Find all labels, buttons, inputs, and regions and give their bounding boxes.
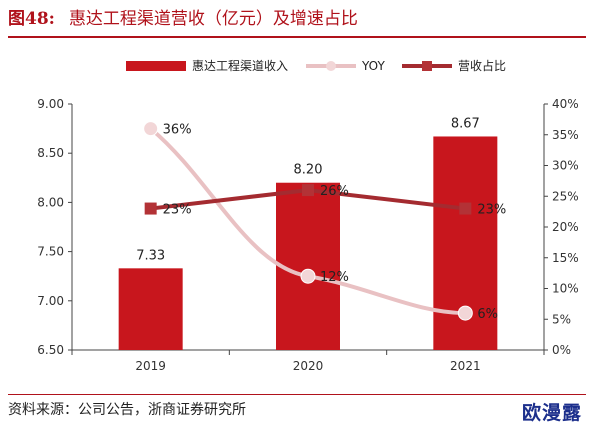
title-divider (8, 36, 586, 38)
x-tick-label: 2020 (293, 359, 324, 373)
legend-marker-share (422, 61, 432, 71)
bar-2020 (276, 182, 340, 350)
chart-title: 图48: 惠达工程渠道营收（亿元）及增速占比 (8, 4, 586, 34)
legend-marker-yoy (326, 61, 336, 71)
bar-value-label: 8.20 (294, 163, 323, 178)
legend-label-share: 营收占比 (458, 58, 506, 73)
share-point-2020 (302, 184, 314, 197)
y-right-tick-label: 30% (552, 159, 579, 173)
y-left-tick-label: 6.50 (37, 343, 64, 357)
x-tick-label: 2019 (135, 359, 166, 373)
source-note: 资料来源：公司公告，浙商证券研究所 (8, 402, 246, 418)
yoy-point-2019 (143, 121, 159, 137)
x-tick-label: 2021 (450, 359, 481, 373)
yoy-value-label: 12% (320, 270, 349, 285)
y-right-tick-label: 0% (552, 343, 571, 357)
share-value-label: 23% (163, 203, 192, 218)
y-right-tick-label: 40% (552, 97, 579, 111)
yoy-value-label: 6% (477, 307, 498, 322)
y-left-tick-label: 8.50 (37, 146, 64, 160)
yoy-value-label: 36% (163, 123, 192, 138)
y-right-tick-label: 20% (552, 220, 579, 234)
data-labels: 7.33 8.20 8.67 36% 12% 6% 23% 26% 23% (136, 116, 506, 322)
yoy-point-2021 (457, 305, 473, 321)
legend-label-revenue: 惠达工程渠道收入 (192, 58, 288, 73)
legend-swatch-bar (126, 61, 186, 71)
share-point-2021 (459, 202, 472, 215)
y-left-tick-label: 7.00 (37, 294, 64, 308)
y-left-tick-label: 7.50 (37, 245, 64, 259)
legend-label-yoy: YOY (361, 59, 385, 73)
figure-number: 图48: (8, 9, 55, 29)
y-right-tick-label: 10% (552, 282, 579, 296)
watermark-logo: 欧漫露 (521, 402, 582, 424)
share-value-label: 26% (320, 184, 349, 199)
figure-title: 惠达工程渠道营收（亿元）及增速占比 (68, 9, 358, 29)
y-right-tick-label: 35% (552, 128, 579, 142)
y-left-tick-label: 9.00 (37, 97, 64, 111)
y-right-tick-label: 5% (552, 312, 571, 326)
legend: 惠达工程渠道收入 YOY 营收占比 (126, 58, 506, 73)
share-point-2019 (144, 202, 157, 215)
source-divider (8, 394, 586, 395)
bar-2019 (118, 268, 183, 350)
lines (143, 121, 473, 321)
y-left-tick-label: 8.00 (37, 195, 64, 209)
bar-value-label: 8.67 (451, 116, 480, 131)
y-right-tick-label: 15% (552, 251, 579, 265)
bars (118, 136, 498, 350)
share-value-label: 23% (477, 203, 506, 218)
bar-value-label: 7.33 (136, 248, 165, 263)
yoy-point-2020 (300, 268, 316, 284)
y-right-tick-label: 25% (552, 189, 579, 203)
combo-chart: 惠达工程渠道收入 YOY 营收占比 6.50 7.00 7.50 8.00 8.50 9.00… (37, 58, 579, 373)
